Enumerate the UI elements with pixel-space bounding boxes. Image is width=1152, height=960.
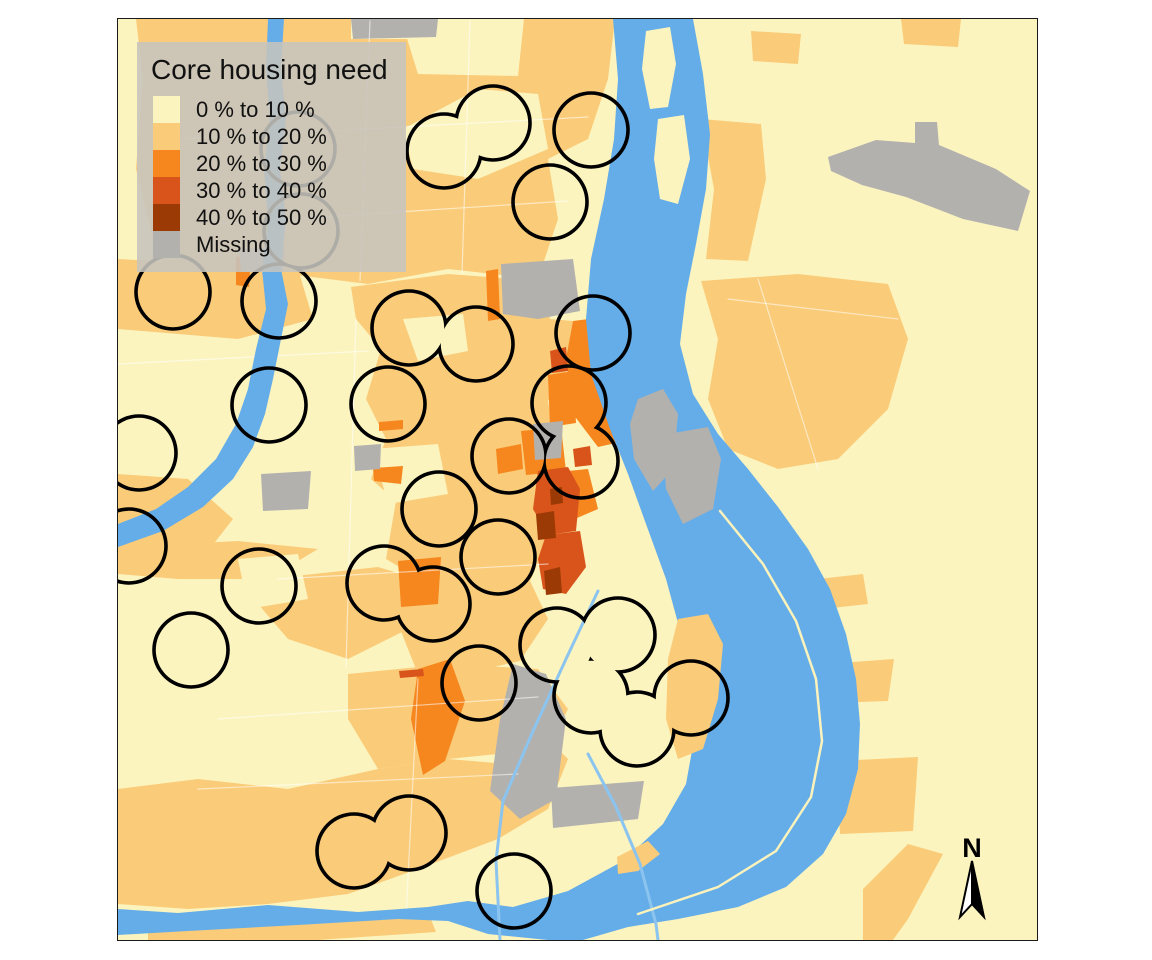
map-canvas: N Core housing need 0 % to 10 % 10 % to 2…	[117, 18, 1038, 941]
legend-item-label: 0 % to 10 %	[196, 96, 315, 122]
legend-swatch-missing	[153, 231, 180, 259]
legend-item: 20 % to 30 %	[153, 150, 388, 178]
legend-title: Core housing need	[151, 54, 388, 85]
north-arrow-label: N	[962, 833, 982, 863]
legend: Core housing need 0 % to 10 % 10 % to 20 …	[137, 42, 406, 273]
river-islands-cream	[642, 27, 690, 204]
legend-items: 0 % to 10 % 10 % to 20 % 20 % to 30 % 30 % …	[151, 96, 388, 259]
legend-item-label: 10 % to 20 %	[196, 123, 327, 149]
legend-swatch-class5	[153, 204, 180, 232]
north-arrow-right-half	[971, 860, 986, 921]
legend-item-label: 40 % to 50 %	[196, 204, 327, 230]
legend-item-label: 30 % to 40 %	[196, 177, 327, 203]
legend-swatch-class3	[153, 150, 180, 178]
legend-item: 30 % to 40 %	[153, 177, 388, 205]
legend-swatch-class2	[153, 123, 180, 151]
legend-item-label: 20 % to 30 %	[196, 150, 327, 176]
legend-item-label: Missing	[196, 231, 271, 257]
legend-item: 10 % to 20 %	[153, 123, 388, 151]
legend-item: Missing	[153, 231, 388, 259]
seaway-dike-line	[636, 509, 824, 916]
tracts-40-50pct	[536, 487, 563, 595]
legend-swatch-class4	[153, 177, 180, 205]
legend-item: 40 % to 50 %	[153, 204, 388, 232]
river-islands-missing	[533, 389, 721, 524]
north-arrow: N	[958, 833, 986, 921]
legend-item: 0 % to 10 %	[153, 96, 388, 124]
legend-swatch-class1	[153, 96, 180, 124]
